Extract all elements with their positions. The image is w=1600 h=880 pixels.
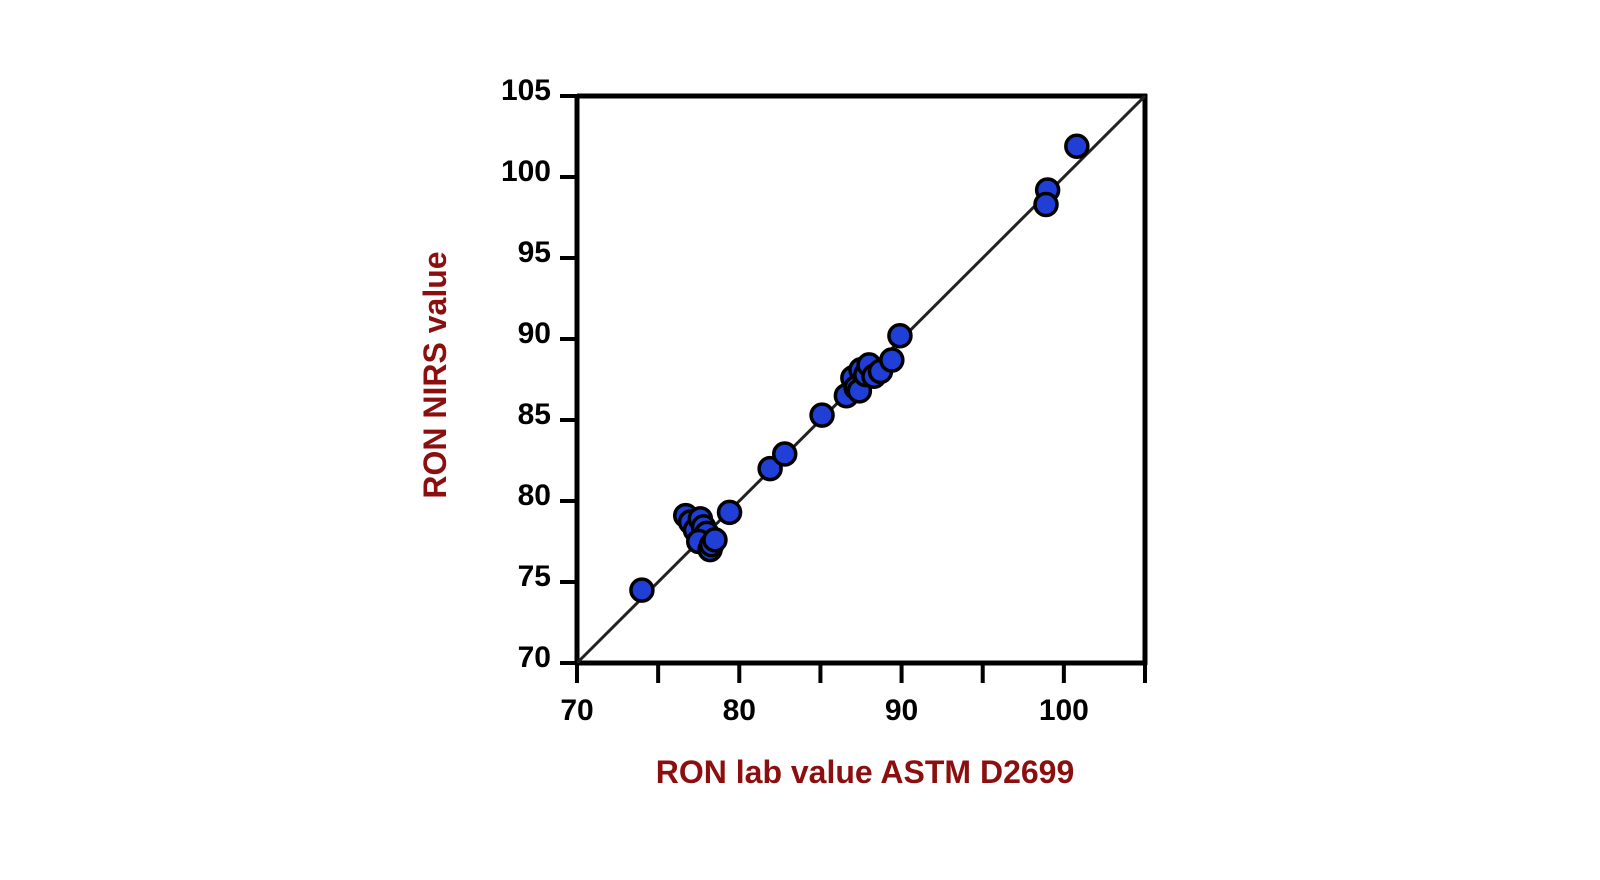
y-tick-label: 70 (518, 641, 551, 674)
data-point (757, 455, 783, 482)
y-tick-label: 95 (518, 236, 551, 269)
y-axis-title: RON NIRS value (417, 251, 453, 498)
data-point (1064, 133, 1090, 159)
data-point (629, 577, 655, 603)
x-tick-label: 90 (885, 694, 918, 727)
x-axis-title: RON lab value ASTM D2699 (656, 754, 1075, 790)
data-point (716, 499, 743, 526)
y-tick-label: 90 (518, 317, 551, 350)
data-points (629, 133, 1090, 603)
data-point (879, 347, 905, 373)
y-tick-label: 105 (501, 74, 551, 107)
y-axis-ticks: 70 75 80 85 90 95 100 105 (501, 74, 577, 674)
x-axis-ticks: 70 80 90 100 (560, 663, 1147, 727)
y-tick-label: 85 (518, 398, 551, 431)
y-tick-label: 75 (518, 560, 551, 593)
data-point (1033, 191, 1059, 218)
y-tick-label: 80 (518, 479, 551, 512)
data-point (702, 527, 728, 553)
x-tick-label: 100 (1039, 694, 1089, 727)
data-point (771, 441, 798, 467)
plot-frame (574, 93, 1148, 666)
data-point (887, 323, 913, 349)
data-point (809, 402, 835, 428)
x-tick-label: 80 (723, 694, 756, 727)
x-tick-label: 70 (560, 694, 593, 727)
y-tick-label: 100 (501, 155, 551, 188)
